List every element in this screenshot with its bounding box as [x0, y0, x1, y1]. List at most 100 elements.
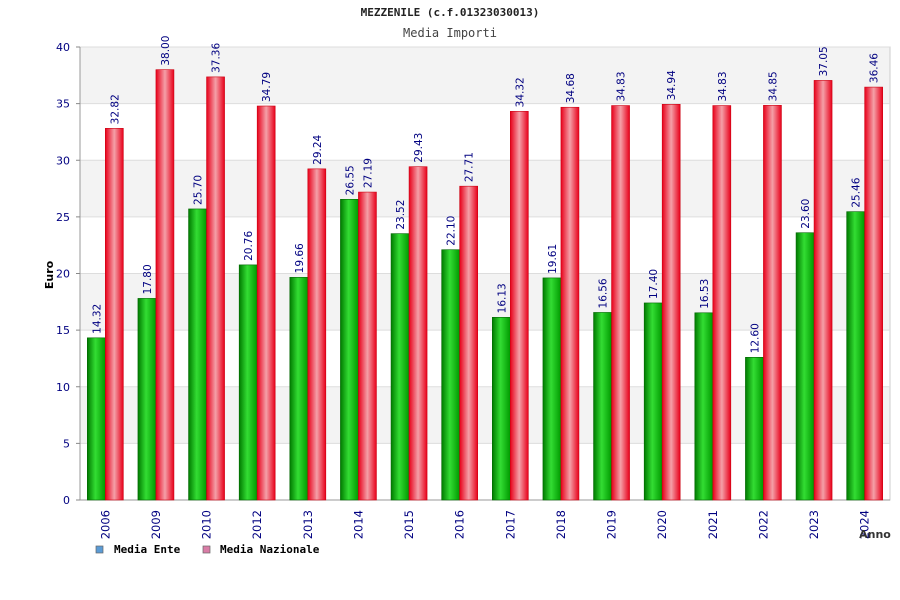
data-label-media-nazionale-2015: 29.43 — [413, 133, 425, 163]
data-label-media-ente-2009: 17.80 — [142, 264, 154, 294]
data-label-media-ente-2023: 23.60 — [800, 199, 812, 229]
bar-media-ente-2020 — [643, 302, 663, 501]
bar-labels: 14.32 32.82 17.80 38.00 25.70 37.36 20.76 34.79… — [91, 36, 880, 354]
x-tick-label-2018: 2018 — [554, 510, 568, 539]
y-tick-label: 10 — [56, 381, 70, 394]
bar-media-nazionale-2024 — [864, 86, 883, 501]
data-label-media-ente-2013: 19.66 — [294, 243, 306, 273]
x-tick-label-2023: 2023 — [807, 510, 821, 539]
x-tick-label-2013: 2013 — [301, 510, 315, 539]
chart-title: MEZZENILE (c.f.01323030013) — [361, 6, 540, 19]
y-tick-label: 30 — [56, 154, 70, 167]
data-label-media-nazionale-2014: 27.19 — [362, 158, 374, 188]
bar-media-nazionale-2015 — [408, 166, 428, 501]
x-tick-label-2009: 2009 — [149, 510, 163, 539]
data-label-media-ente-2016: 22.10 — [446, 216, 458, 246]
bar-media-nazionale-2018 — [560, 106, 580, 501]
x-tick-label-2006: 2006 — [98, 510, 112, 539]
chart-subtitle: Media Importi — [403, 26, 497, 40]
bar-media-ente-2018 — [542, 277, 562, 501]
data-label-media-ente-2015: 23.52 — [395, 200, 407, 230]
x-tick-label-2012: 2012 — [250, 510, 264, 539]
data-label-media-nazionale-2012: 34.79 — [261, 72, 273, 102]
data-label-media-nazionale-2020: 34.94 — [666, 70, 678, 100]
bar-media-ente-2016 — [441, 249, 460, 501]
legend-swatch-media-nazionale — [202, 545, 211, 554]
y-tick-label: 40 — [56, 41, 70, 54]
data-label-media-ente-2014: 26.55 — [344, 165, 356, 195]
bar-media-nazionale-2022 — [763, 105, 782, 501]
y-tick-label: 0 — [63, 494, 70, 507]
bar-media-nazionale-2023 — [813, 80, 833, 501]
bar-media-ente-2015 — [390, 233, 410, 501]
bar-media-ente-2017 — [492, 317, 511, 501]
bar-media-nazionale-2017 — [510, 111, 529, 501]
x-tick-label-2024: 2024 — [858, 510, 872, 539]
data-label-media-nazionale-2016: 27.71 — [464, 152, 476, 182]
data-label-media-nazionale-2017: 34.32 — [514, 77, 526, 107]
data-label-media-ente-2006: 14.32 — [91, 304, 103, 334]
data-label-media-ente-2012: 20.76 — [243, 231, 255, 261]
x-tick-label-2010: 2010 — [200, 510, 214, 539]
data-label-media-nazionale-2024: 36.46 — [869, 53, 881, 83]
bar-media-ente-2019 — [593, 312, 612, 501]
bar-media-nazionale-2019 — [611, 105, 630, 501]
data-label-media-ente-2020: 17.40 — [648, 269, 660, 299]
bar-media-nazionale-2010 — [206, 76, 225, 501]
bar-media-ente-2014 — [340, 199, 359, 501]
y-tick-label: 15 — [56, 324, 70, 337]
x-tick-label-2017: 2017 — [503, 510, 517, 539]
data-label-media-nazionale-2021: 34.83 — [717, 71, 729, 101]
data-label-media-nazionale-2010: 37.36 — [211, 43, 223, 73]
data-label-media-ente-2021: 16.53 — [699, 279, 711, 309]
data-label-media-nazionale-2019: 34.83 — [616, 71, 628, 101]
bar-media-nazionale-2009 — [155, 69, 175, 501]
x-tick-label-2021: 2021 — [706, 510, 720, 539]
y-tick-label: 25 — [56, 211, 70, 224]
data-label-media-nazionale-2009: 38.00 — [160, 36, 172, 66]
legend-label-media-nazionale: Media Nazionale — [220, 543, 320, 556]
legend-label-media-ente: Media Ente — [114, 543, 181, 556]
x-tick-label-2015: 2015 — [402, 510, 416, 539]
bar-media-ente-2013 — [289, 277, 309, 501]
data-label-media-nazionale-2018: 34.68 — [565, 73, 577, 103]
data-label-media-ente-2022: 12.60 — [749, 323, 761, 353]
bar-media-ente-2009 — [137, 298, 157, 501]
x-axis-label: Anno — [859, 528, 891, 541]
x-tick-label-2016: 2016 — [453, 510, 467, 539]
bar-media-nazionale-2020 — [661, 104, 681, 501]
data-label-media-ente-2018: 19.61 — [547, 244, 559, 274]
bar-media-ente-2021 — [694, 312, 714, 501]
data-label-media-ente-2017: 16.13 — [496, 283, 508, 313]
data-label-media-ente-2010: 25.70 — [193, 175, 205, 205]
bar-media-nazionale-2016 — [459, 185, 478, 501]
x-tick-label-2019: 2019 — [605, 510, 619, 539]
y-axis-ticks: 0 5 10 15 20 25 30 35 40 — [56, 41, 80, 507]
data-label-media-nazionale-2006: 32.82 — [109, 94, 121, 124]
data-label-media-ente-2024: 25.46 — [851, 177, 863, 207]
bar-media-ente-2024 — [846, 211, 865, 501]
bars — [87, 69, 883, 501]
bar-media-ente-2006 — [87, 337, 106, 501]
legend-swatch-media-ente — [95, 545, 104, 554]
bar-media-ente-2012 — [238, 264, 258, 501]
y-tick-label: 5 — [63, 437, 70, 450]
bar-media-ente-2023 — [795, 232, 815, 501]
y-tick-label: 20 — [56, 268, 70, 281]
bar-media-nazionale-2021 — [712, 105, 732, 501]
data-label-media-nazionale-2022: 34.85 — [767, 71, 779, 101]
data-label-media-nazionale-2013: 29.24 — [312, 134, 324, 164]
x-tick-label-2020: 2020 — [655, 510, 669, 539]
bar-media-ente-2022 — [745, 357, 764, 501]
y-tick-label: 35 — [56, 98, 70, 111]
bar-media-nazionale-2014 — [358, 191, 377, 501]
bar-media-nazionale-2012 — [256, 105, 276, 501]
data-label-media-ente-2019: 16.56 — [598, 278, 610, 308]
bar-media-nazionale-2013 — [307, 168, 327, 501]
x-axis-ticks: 2006 2009 2010 2012 2013 2014 2015 2016 2017 2018… — [98, 510, 871, 539]
legend: Media Ente Media Nazionale — [95, 543, 320, 556]
bar-media-nazionale-2006 — [105, 128, 124, 501]
data-label-media-nazionale-2023: 37.05 — [818, 46, 830, 76]
